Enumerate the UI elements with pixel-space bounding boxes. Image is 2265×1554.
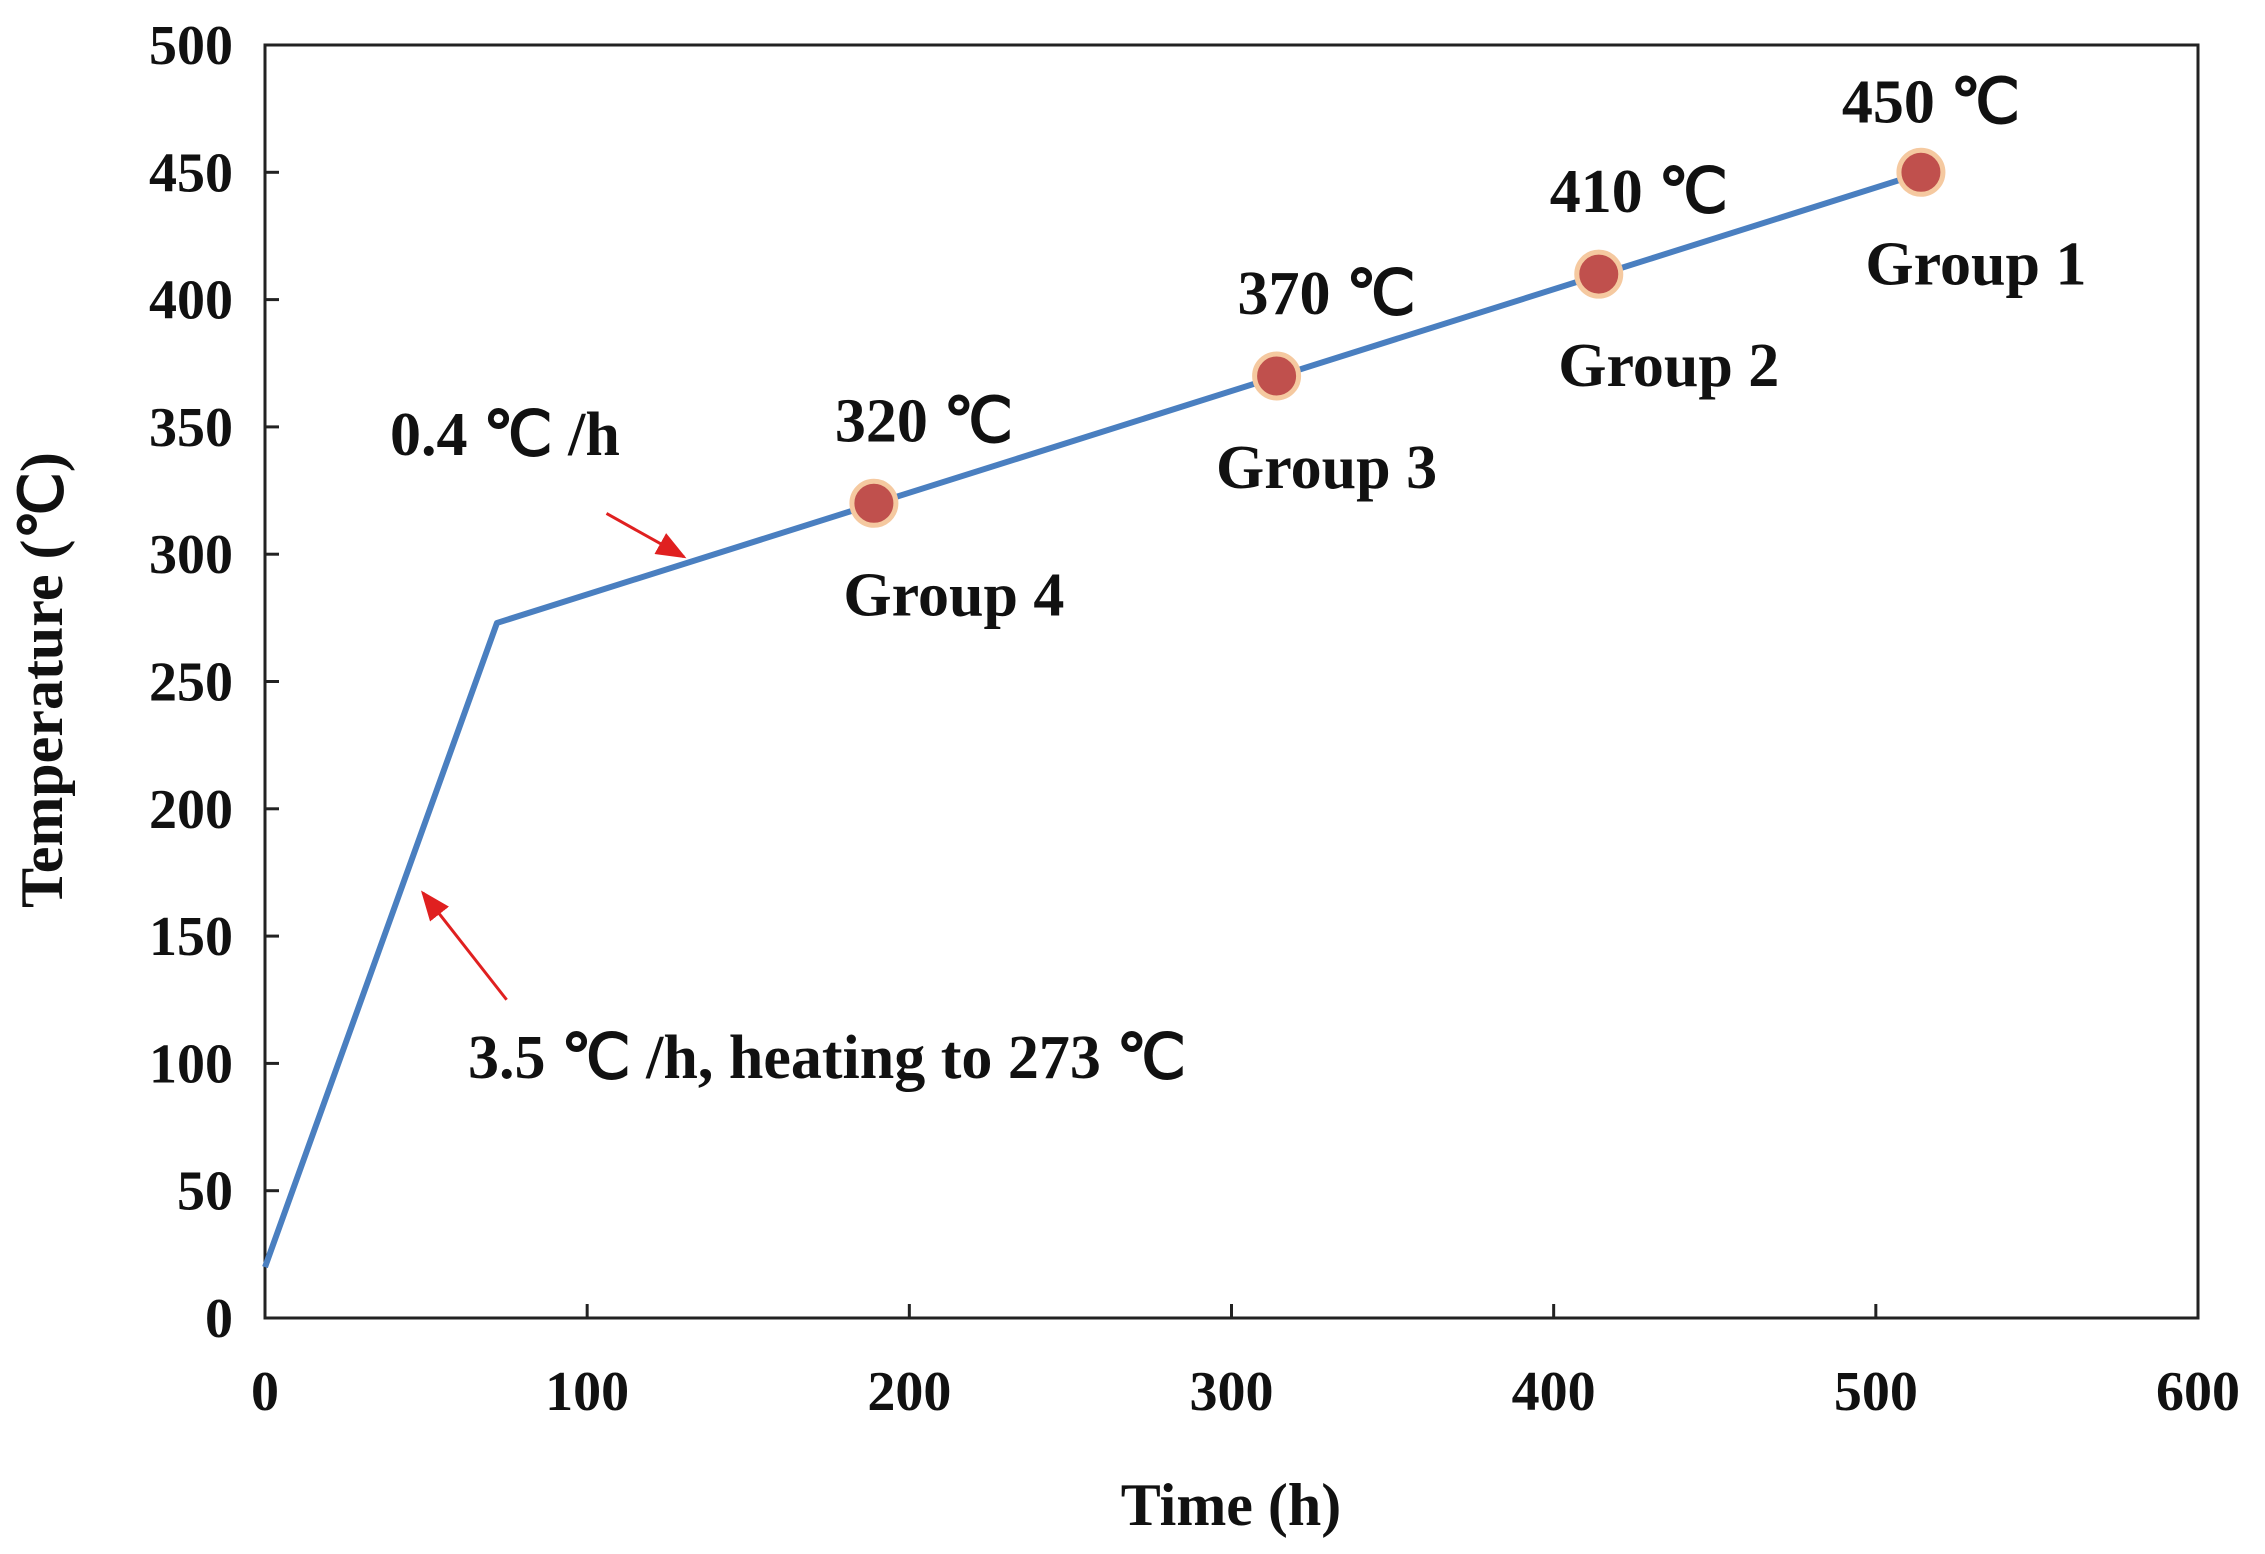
y-tick-label: 100 <box>149 1033 233 1095</box>
annotation-label: 0.4 ℃ /h <box>390 401 620 469</box>
y-axis: 0 50 100 150 200 250 300 350 400 450 500 <box>149 15 279 1350</box>
y-tick-label: 250 <box>149 652 233 714</box>
annotation-label: 3.5 ℃ /h, heating to 273 ℃ <box>468 1024 1186 1092</box>
y-tick-label: 150 <box>149 906 233 968</box>
y-tick-label: 500 <box>149 15 233 77</box>
sample-points-layer: 320 ℃ Group 4 370 ℃ Group 3 410 ℃ Group 2 450 … <box>835 68 2087 629</box>
x-tick-label: 600 <box>2156 1361 2240 1423</box>
x-axis-label: Time (h) <box>1121 1472 1342 1538</box>
sample-point-temp-label: 410 ℃ <box>1550 158 1728 226</box>
annotation-layer: 0.4 ℃ /h 3.5 ℃ /h, heating to 273 ℃ <box>390 401 1186 1092</box>
x-tick-label: 100 <box>545 1361 629 1423</box>
sample-point-group-label: Group 1 <box>1865 230 2086 298</box>
sample-point-temp-label: 370 ℃ <box>1238 260 1416 328</box>
sample-point-temp-label: 320 ℃ <box>835 387 1013 455</box>
x-tick-label: 300 <box>1190 1361 1274 1423</box>
series-layer <box>262 169 1926 1269</box>
annotation-arrow <box>421 890 508 1001</box>
x-tick-label: 0 <box>251 1361 279 1423</box>
annotation-arrow <box>605 512 687 559</box>
sample-point-marker <box>849 478 899 528</box>
x-axis: 0 100 200 300 400 500 600 <box>251 1304 2240 1423</box>
sample-point-group-label: Group 3 <box>1216 434 1437 502</box>
y-axis-label: Temperature (℃) <box>9 452 75 908</box>
sample-point-group-label: Group 4 <box>843 561 1064 629</box>
sample-point-marker <box>1896 147 1946 197</box>
series-line <box>262 169 1926 1269</box>
y-tick-label: 300 <box>149 524 233 586</box>
y-tick-label: 450 <box>149 142 233 204</box>
sample-point-marker <box>1574 249 1624 299</box>
sample-point-marker <box>1252 351 1302 401</box>
y-tick-label: 350 <box>149 397 233 459</box>
y-tick-label: 200 <box>149 779 233 841</box>
x-tick-label: 200 <box>867 1361 951 1423</box>
y-tick-label: 0 <box>205 1288 233 1350</box>
x-tick-label: 500 <box>1834 1361 1918 1423</box>
y-tick-label: 400 <box>149 270 233 332</box>
sample-point-group-label: Group 2 <box>1558 332 1779 400</box>
x-tick-label: 400 <box>1512 1361 1596 1423</box>
y-tick-label: 50 <box>177 1161 233 1223</box>
sample-point-temp-label: 450 ℃ <box>1842 68 2020 136</box>
